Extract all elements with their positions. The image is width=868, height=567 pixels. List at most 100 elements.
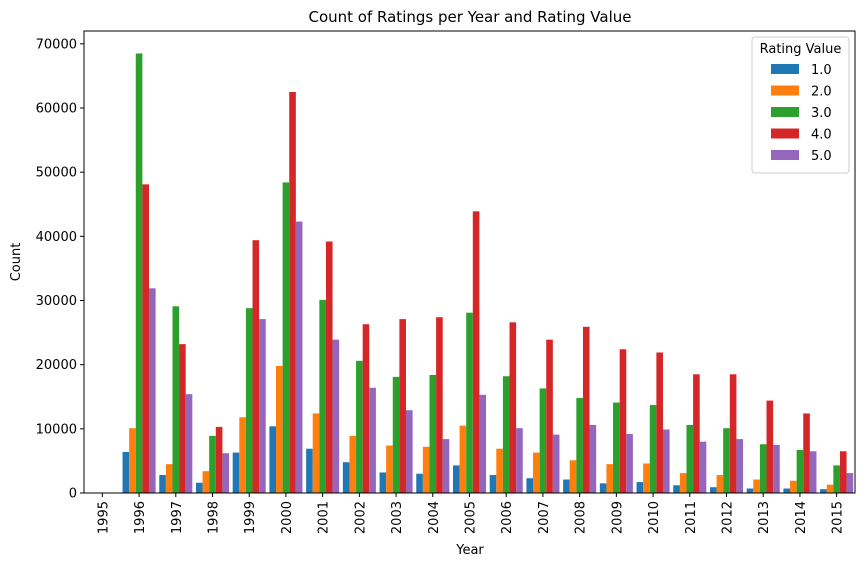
bar-2009-2.0 xyxy=(606,464,614,493)
bar-2004-3.0 xyxy=(429,374,437,493)
bar-1999-2.0 xyxy=(239,417,246,493)
bar-2004-1.0 xyxy=(416,473,423,493)
legend-swatch-2.0 xyxy=(771,85,799,96)
legend-label: 4.0 xyxy=(811,128,832,143)
x-tick-label: 2013 xyxy=(757,501,772,534)
x-tick-label: 2003 xyxy=(390,501,405,534)
y-tick-label: 30000 xyxy=(36,294,77,309)
bar-2000-2.0 xyxy=(276,365,283,493)
y-tick-label: 10000 xyxy=(36,422,77,437)
bar-2005-2.0 xyxy=(459,425,467,493)
bar-2009-5.0 xyxy=(626,433,633,493)
bar-2006-3.0 xyxy=(502,376,510,493)
x-tick-label: 2009 xyxy=(610,501,625,534)
x-axis-title: Year xyxy=(455,543,484,558)
bar-2015-4.0 xyxy=(839,451,847,493)
y-tick-label: 0 xyxy=(69,487,77,502)
bar-2002-3.0 xyxy=(356,360,363,493)
x-tick-label: 2011 xyxy=(684,501,699,534)
bar-2001-4.0 xyxy=(325,241,333,493)
bar-2009-1.0 xyxy=(599,483,607,493)
bar-2011-4.0 xyxy=(693,374,700,493)
bar-2008-5.0 xyxy=(589,424,597,493)
bar-2001-3.0 xyxy=(319,299,326,493)
bar-2015-3.0 xyxy=(833,465,840,493)
bar-2005-4.0 xyxy=(472,211,480,493)
bar-1998-3.0 xyxy=(209,435,216,493)
bar-2013-5.0 xyxy=(773,444,780,493)
bar-2000-3.0 xyxy=(282,182,290,493)
bar-1997-2.0 xyxy=(165,464,173,493)
bar-2014-1.0 xyxy=(783,488,791,493)
bar-1996-4.0 xyxy=(142,184,149,493)
x-tick-label: 1996 xyxy=(133,501,148,534)
bar-2008-2.0 xyxy=(569,460,577,493)
bar-2003-1.0 xyxy=(379,472,387,493)
bar-2000-4.0 xyxy=(289,91,296,493)
bar-2010-4.0 xyxy=(656,352,663,493)
legend-label: 5.0 xyxy=(811,149,832,164)
legend-title: Rating Value xyxy=(760,42,842,57)
bar-2011-5.0 xyxy=(699,441,707,493)
bar-1997-5.0 xyxy=(185,394,193,493)
bar-2002-1.0 xyxy=(342,462,350,493)
plot-frame xyxy=(83,30,856,494)
bar-1996-1.0 xyxy=(122,451,130,493)
x-tick-label: 2012 xyxy=(721,501,736,534)
legend-label: 3.0 xyxy=(811,106,832,121)
legend-swatch-1.0 xyxy=(771,64,799,74)
x-tick-label: 1999 xyxy=(243,501,258,534)
bar-2003-2.0 xyxy=(386,445,393,493)
bar-2005-3.0 xyxy=(466,312,473,493)
bar-2008-4.0 xyxy=(582,326,590,493)
bar-2005-1.0 xyxy=(452,465,460,493)
legend-label: 1.0 xyxy=(811,63,832,78)
bar-2004-4.0 xyxy=(436,317,443,493)
bar-2007-4.0 xyxy=(546,339,553,493)
x-tick-label: 2008 xyxy=(574,501,589,534)
x-tick-label: 1998 xyxy=(207,501,222,534)
bar-2013-4.0 xyxy=(766,400,774,493)
bar-2001-1.0 xyxy=(306,448,313,493)
bar-2015-5.0 xyxy=(846,473,854,493)
bar-2013-3.0 xyxy=(759,444,767,493)
bar-2002-5.0 xyxy=(369,387,376,493)
bar-1998-2.0 xyxy=(202,471,210,493)
bar-2015-1.0 xyxy=(820,489,827,493)
x-tick-label: 2010 xyxy=(647,501,662,534)
chart-title: Count of Ratings per Year and Rating Val… xyxy=(308,8,631,26)
y-tick-label: 60000 xyxy=(36,102,77,117)
bar-1996-2.0 xyxy=(129,428,136,493)
bar-2013-1.0 xyxy=(746,488,754,493)
bar-2003-5.0 xyxy=(405,410,413,493)
x-tick-label: 2014 xyxy=(794,501,809,534)
y-tick-label: 20000 xyxy=(36,358,77,373)
x-axis: 1995 1996 1997 1998 1999 2000 2001 2002 2003 2004… xyxy=(96,493,846,534)
bar-1999-5.0 xyxy=(259,319,266,493)
bar-1999-4.0 xyxy=(252,240,260,493)
bar-2006-5.0 xyxy=(516,428,523,493)
y-axis: 0 10000 20000 30000 40000 50000 60000 70000 xyxy=(36,37,84,502)
bar-2009-4.0 xyxy=(619,349,627,493)
bar-2005-5.0 xyxy=(479,394,487,493)
bar-2007-5.0 xyxy=(552,434,560,493)
bar-2004-2.0 xyxy=(422,446,430,493)
bar-2014-5.0 xyxy=(809,451,817,493)
bar-2012-2.0 xyxy=(716,475,724,493)
x-tick-label: 2002 xyxy=(353,501,368,534)
bar-2014-2.0 xyxy=(790,480,797,493)
y-tick-label: 70000 xyxy=(36,37,77,52)
bar-2002-2.0 xyxy=(349,435,357,493)
y-tick-label: 40000 xyxy=(36,230,77,245)
bar-2008-3.0 xyxy=(576,398,583,493)
bar-1998-4.0 xyxy=(215,426,223,493)
bar-1996-5.0 xyxy=(148,288,156,493)
bar-2008-1.0 xyxy=(563,479,570,493)
bar-2011-2.0 xyxy=(679,473,687,493)
x-tick-label: 2001 xyxy=(317,501,332,534)
bar-1997-1.0 xyxy=(159,475,166,493)
x-tick-label: 2004 xyxy=(427,501,442,534)
bar-2006-1.0 xyxy=(489,475,497,493)
legend-label: 2.0 xyxy=(811,85,832,100)
bar-2007-2.0 xyxy=(533,452,540,493)
